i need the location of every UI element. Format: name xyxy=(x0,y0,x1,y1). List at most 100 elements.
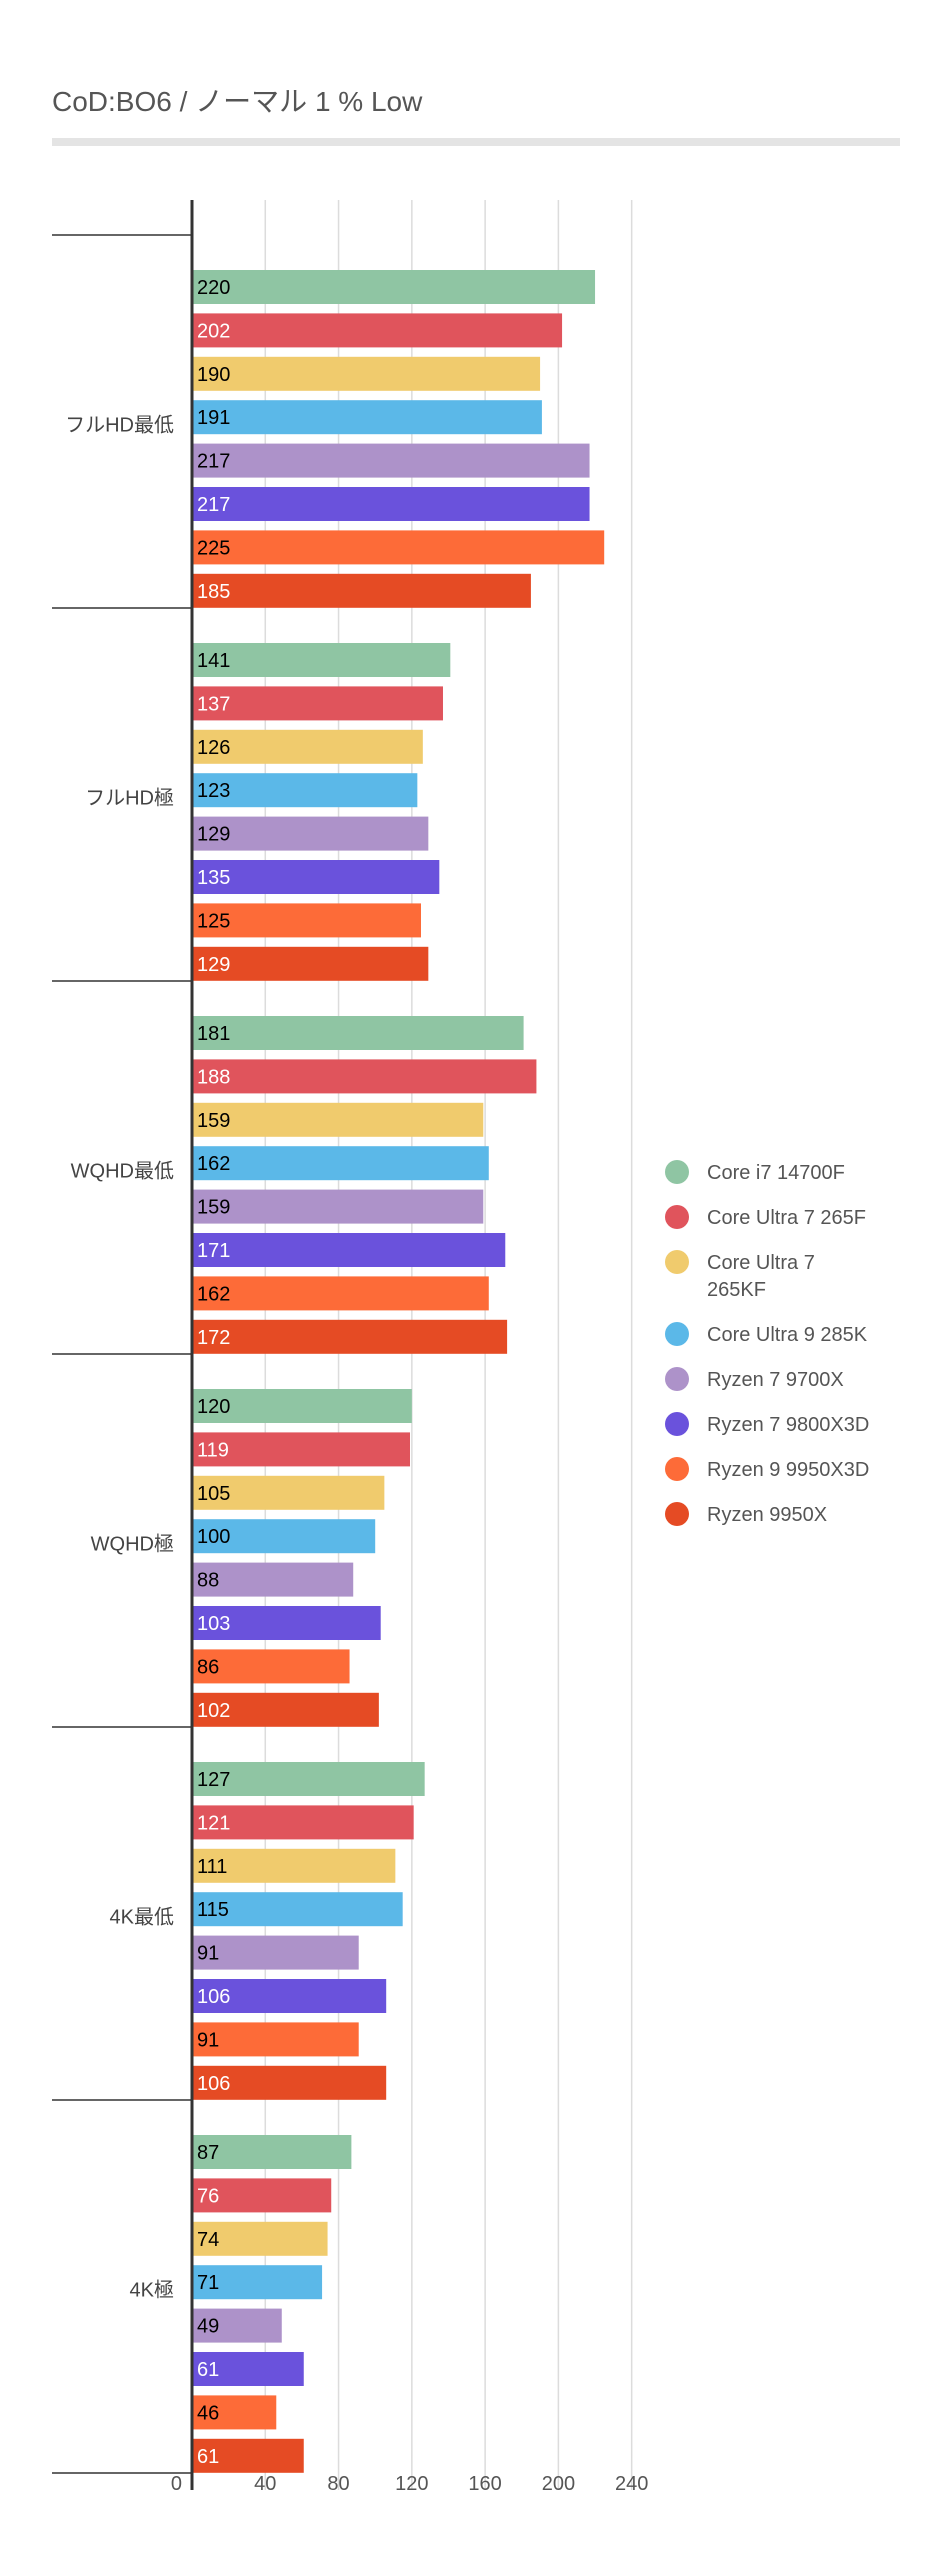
bar xyxy=(192,816,429,851)
legend-swatch xyxy=(665,1457,689,1481)
legend-item: Core Ultra 7 265KF xyxy=(665,1250,925,1304)
legend-swatch xyxy=(665,1205,689,1229)
bar xyxy=(192,686,443,721)
bar-value-label: 129 xyxy=(197,824,230,846)
legend-label: Ryzen 7 9800X3D xyxy=(707,1414,870,1436)
bar-value-label: 61 xyxy=(197,2446,219,2468)
legend-label: Core i7 14700F xyxy=(707,1162,845,1184)
title-divider xyxy=(52,138,900,146)
bar xyxy=(192,270,596,304)
legend-swatch xyxy=(665,1160,689,1184)
bar xyxy=(192,946,429,981)
bar-value-label: 217 xyxy=(197,494,230,516)
x-tick-label: 40 xyxy=(254,2473,276,2495)
legend-item: Ryzen 9 9950X3D xyxy=(665,1457,925,1484)
bar xyxy=(192,1562,354,1597)
bar-value-label: 71 xyxy=(197,2272,219,2294)
bar-value-label: 123 xyxy=(197,780,230,802)
legend-item: Ryzen 7 9800X3D xyxy=(665,1412,925,1439)
bar-value-label: 159 xyxy=(197,1197,230,1219)
bar xyxy=(192,2265,323,2300)
bar xyxy=(192,1519,376,1554)
bar-value-label: 129 xyxy=(197,954,230,976)
legend-swatch xyxy=(665,1322,689,1346)
bar xyxy=(192,313,563,348)
bar-value-label: 190 xyxy=(197,364,230,386)
bar xyxy=(192,356,541,391)
x-tick-label: 160 xyxy=(468,2473,501,2495)
bar xyxy=(192,1649,350,1684)
bar-value-label: 103 xyxy=(197,1613,230,1635)
bar xyxy=(192,1389,412,1423)
bar xyxy=(192,1848,396,1883)
bar-value-label: 202 xyxy=(197,320,230,342)
chart-title: CoD:BO6 / ノーマル 1 % Low xyxy=(52,86,423,117)
bar xyxy=(192,1233,506,1267)
bar xyxy=(192,2022,359,2057)
bar-value-label: 106 xyxy=(197,1986,230,2008)
bar-value-label: 125 xyxy=(197,910,230,932)
bar xyxy=(192,2135,352,2169)
x-tick-label: 120 xyxy=(395,2473,428,2495)
bar-value-label: 137 xyxy=(197,693,230,715)
bar xyxy=(192,1189,484,1224)
bar xyxy=(192,2221,328,2256)
category-label: WQHD極 xyxy=(91,1533,174,1556)
bar xyxy=(192,773,418,808)
bar xyxy=(192,903,421,938)
legend-item: Core Ultra 9 285K xyxy=(665,1322,925,1349)
bar xyxy=(192,2395,277,2430)
bar xyxy=(192,2065,387,2100)
bar-value-label: 159 xyxy=(197,1110,230,1132)
bar-value-label: 61 xyxy=(197,2359,219,2381)
chart-legend: Core i7 14700F Core Ultra 7 265F Core Ultr… xyxy=(665,1160,925,1547)
bar xyxy=(192,1762,425,1796)
bar-value-label: 91 xyxy=(197,2029,219,2051)
bar-value-label: 188 xyxy=(197,1066,230,1088)
category-label: フルHD極 xyxy=(85,787,174,810)
x-tick-label: 80 xyxy=(327,2473,349,2495)
bar xyxy=(192,573,531,608)
bar-value-label: 162 xyxy=(197,1153,230,1175)
bar xyxy=(192,1102,484,1137)
legend-label: Ryzen 9 9950X3D xyxy=(707,1459,870,1481)
bar xyxy=(192,1692,379,1727)
bar-value-label: 121 xyxy=(197,1812,230,1834)
bar-value-label: 74 xyxy=(197,2229,219,2251)
bar xyxy=(192,1432,411,1467)
bar xyxy=(192,860,440,894)
bar-value-label: 162 xyxy=(197,1283,230,1305)
bar xyxy=(192,443,590,478)
bar-value-label: 120 xyxy=(197,1396,230,1418)
bar-value-label: 135 xyxy=(197,867,230,889)
category-label: 4K最低 xyxy=(110,1906,174,1929)
bar-value-label: 126 xyxy=(197,737,230,759)
bar-value-label: 106 xyxy=(197,2073,230,2095)
bar-value-label: 115 xyxy=(197,1899,229,1921)
category-label: WQHD最低 xyxy=(71,1160,174,1183)
bar-value-label: 86 xyxy=(197,1656,219,1678)
bar xyxy=(192,1016,524,1050)
bar-value-label: 141 xyxy=(197,650,230,672)
category-label: フルHD最低 xyxy=(65,414,174,437)
bar-value-label: 181 xyxy=(197,1023,230,1045)
bar xyxy=(192,1805,414,1840)
bar-value-label: 46 xyxy=(197,2402,219,2424)
bar-value-label: 191 xyxy=(197,407,230,429)
bar-value-label: 105 xyxy=(197,1483,230,1505)
bar-value-label: 91 xyxy=(197,1943,219,1965)
bar-value-label: 185 xyxy=(197,581,230,603)
bar-value-label: 127 xyxy=(197,1769,230,1791)
legend-item: Core Ultra 7 265F xyxy=(665,1205,925,1232)
legend-label: Ryzen 7 9700X xyxy=(707,1369,844,1391)
bar xyxy=(192,2438,304,2473)
legend-label: Core Ultra 9 285K xyxy=(707,1324,868,1346)
bar xyxy=(192,400,542,435)
legend-swatch xyxy=(665,1502,689,1526)
bar xyxy=(192,729,423,764)
x-tick-label: 240 xyxy=(615,2473,648,2495)
legend-label: Core Ultra 7 265F xyxy=(707,1207,866,1229)
bar xyxy=(192,643,451,677)
bar-value-label: 217 xyxy=(197,451,230,473)
